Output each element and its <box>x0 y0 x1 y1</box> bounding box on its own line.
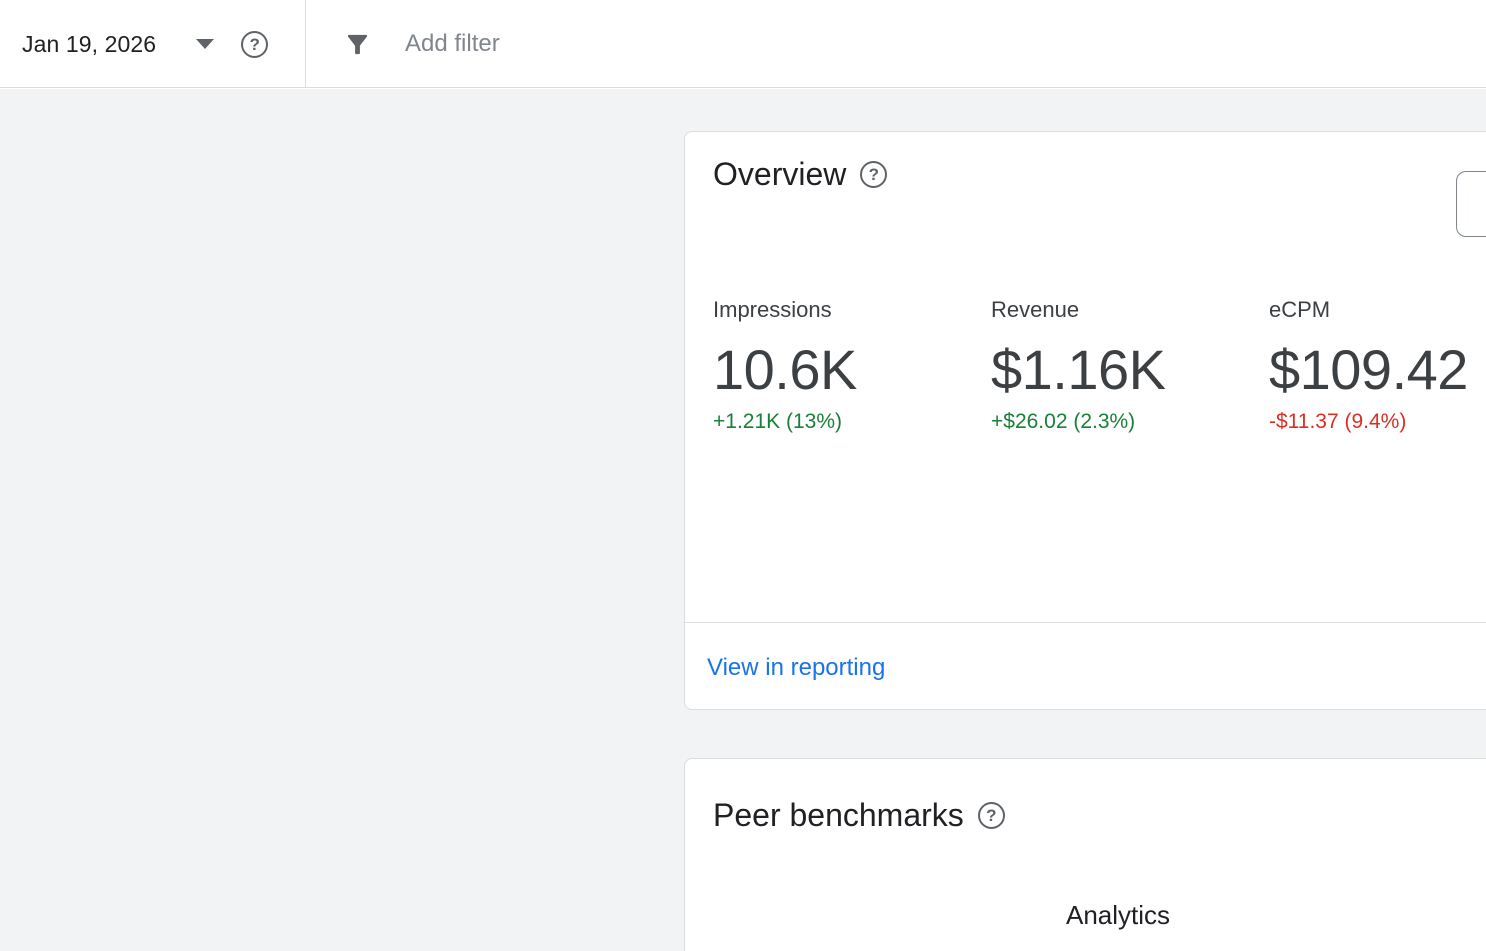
metric-ecpm: eCPM $109.42 -$11.37 (9.4%) <box>1269 297 1486 435</box>
peer-benchmarks-header: Peer benchmarks ? <box>713 795 1005 835</box>
help-icon[interactable]: ? <box>241 30 269 58</box>
page-body: Overview ? Impressions 10.6K +1.21K (13%… <box>0 89 1486 951</box>
add-filter-control[interactable]: Add filter <box>343 0 500 88</box>
metric-value: 10.6K <box>713 338 857 401</box>
metric-label: Impressions <box>713 297 832 322</box>
overview-card: Overview ? Impressions 10.6K +1.21K (13%… <box>684 131 1486 710</box>
chart-toggle-button[interactable] <box>1456 171 1486 237</box>
help-icon[interactable]: ? <box>977 801 1005 829</box>
toolbar: Jan 19, 2026 ? Add filter <box>0 0 1486 88</box>
peer-benchmarks-card: Peer benchmarks ? Analytics <box>684 758 1486 951</box>
view-in-reporting-link[interactable]: View in reporting <box>707 654 886 681</box>
overview-title: Overview <box>713 156 847 192</box>
metric-impressions: Impressions 10.6K +1.21K (13%) <box>713 297 991 435</box>
metric-delta: -$11.37 (9.4%) <box>1269 410 1407 433</box>
overview-card-header: Overview ? <box>713 154 888 194</box>
card-divider <box>685 622 1486 623</box>
filter-icon <box>343 30 372 59</box>
metric-label: eCPM <box>1269 297 1331 322</box>
help-icon[interactable]: ? <box>860 160 888 188</box>
chevron-down-icon <box>196 39 215 49</box>
metric-value: $1.16K <box>991 338 1166 401</box>
toolbar-divider <box>305 0 306 88</box>
metric-delta: +1.21K (13%) <box>713 410 842 433</box>
add-filter-placeholder: Add filter <box>405 30 500 57</box>
metric-label: Revenue <box>991 297 1080 322</box>
peer-column-header-analytics: Analytics <box>1066 900 1171 930</box>
date-range-label: Jan 19, 2026 <box>22 30 157 57</box>
metrics-row: Impressions 10.6K +1.21K (13%) Revenue $… <box>713 297 1486 435</box>
date-range-picker[interactable]: Jan 19, 2026 ? <box>22 0 269 88</box>
metric-revenue: Revenue $1.16K +$26.02 (2.3%) <box>991 297 1269 435</box>
metric-delta: +$26.02 (2.3%) <box>991 410 1136 433</box>
metric-value: $109.42 <box>1269 338 1468 401</box>
peer-benchmarks-title: Peer benchmarks <box>713 797 964 833</box>
